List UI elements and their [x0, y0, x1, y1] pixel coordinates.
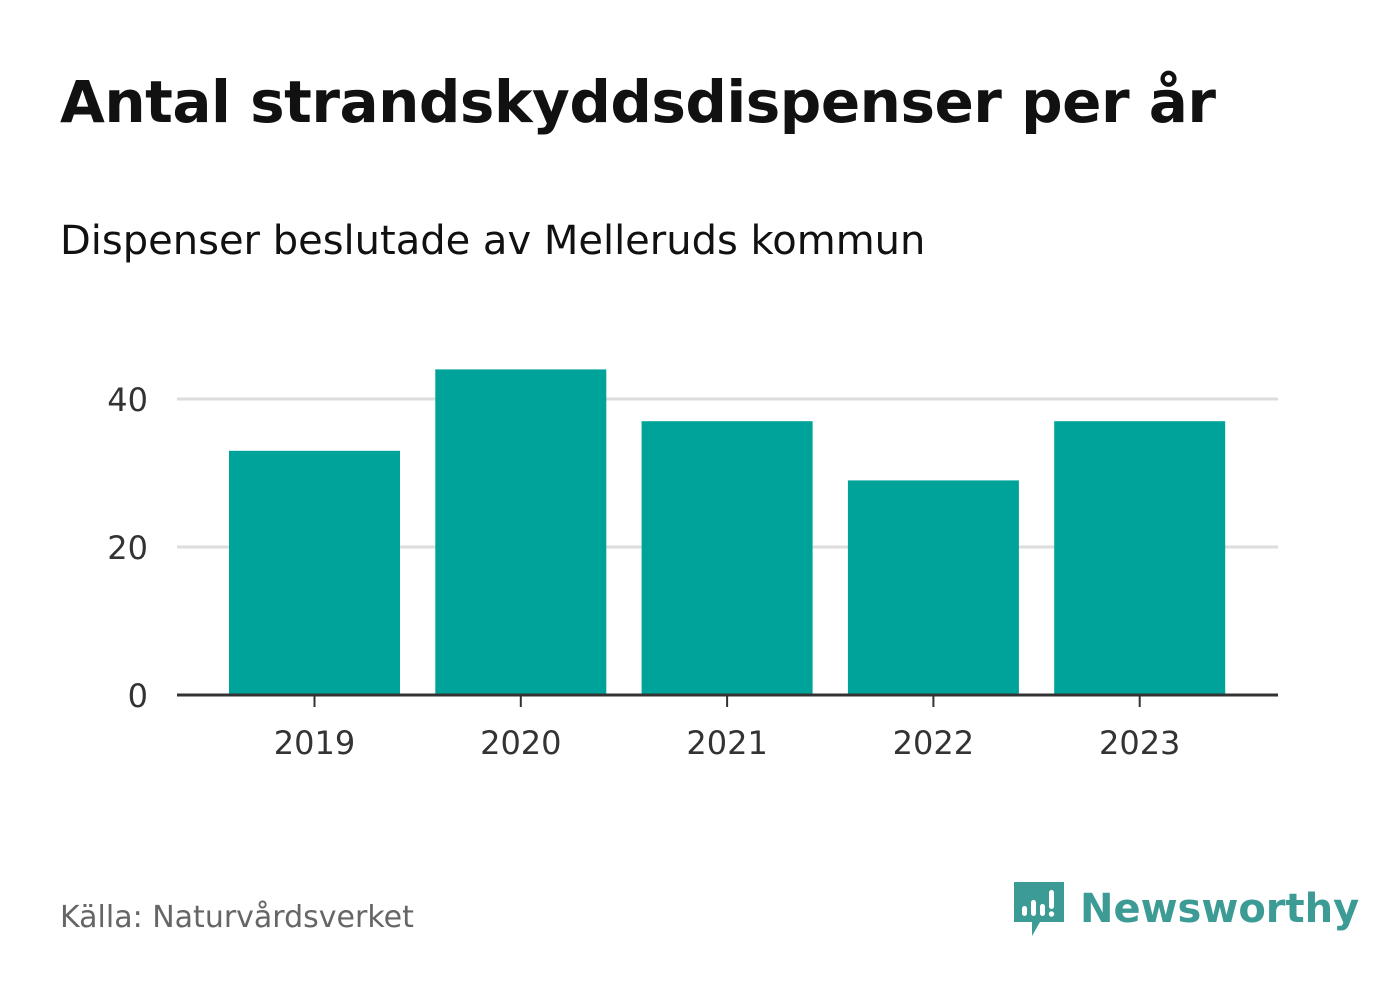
bar-2021 — [641, 421, 813, 695]
x-tick-label-2019: 2019 — [274, 724, 355, 762]
x-tick-label-2023: 2023 — [1099, 724, 1180, 762]
newsworthy-logo-icon — [1014, 882, 1064, 936]
bar-2022 — [847, 480, 1019, 695]
x-tick-label-2021: 2021 — [686, 724, 767, 762]
bar-2023 — [1054, 421, 1226, 695]
y-tick-label-0: 0 — [128, 677, 148, 715]
y-tick-label-40: 40 — [107, 381, 148, 419]
x-tick-label-2022: 2022 — [893, 724, 974, 762]
bar-2020 — [435, 369, 607, 695]
y-tick-label-20: 20 — [107, 529, 148, 567]
source-note: Källa: Naturvårdsverket — [60, 900, 414, 935]
bar-2019 — [229, 450, 400, 695]
brand-name: Newsworthy — [1080, 886, 1360, 932]
x-tick-label-2020: 2020 — [480, 724, 561, 762]
chart-subtitle: Dispenser beslutade av Melleruds kommun — [60, 218, 926, 264]
chart-title: Antal strandskyddsdispenser per år — [60, 68, 1216, 136]
brand-logo: Newsworthy — [1010, 878, 1359, 940]
